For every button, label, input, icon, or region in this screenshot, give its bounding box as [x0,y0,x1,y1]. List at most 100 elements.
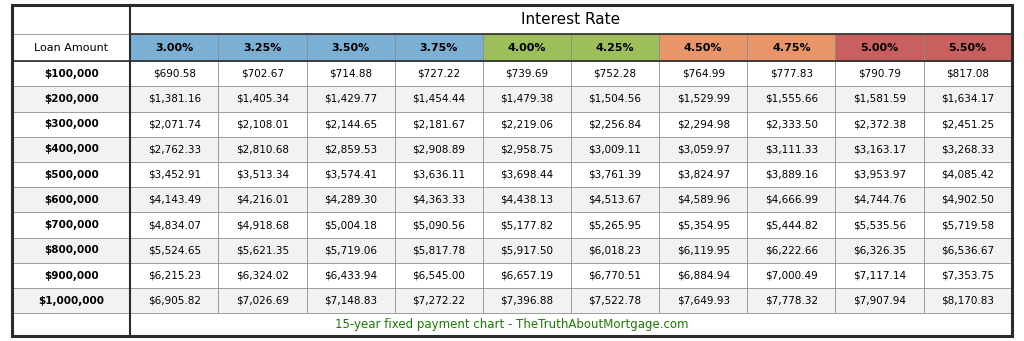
Bar [218,212,306,238]
Bar [836,162,924,187]
Text: $2,810.68: $2,810.68 [236,145,289,154]
Bar [571,162,659,187]
Bar [924,34,1012,61]
Text: $1,529.99: $1,529.99 [677,94,730,104]
Text: $2,144.65: $2,144.65 [324,119,377,129]
Bar [12,313,1012,336]
Bar [306,263,394,288]
Bar [12,137,130,162]
Text: $5,621.35: $5,621.35 [236,245,289,255]
Bar [394,137,483,162]
Bar [483,288,571,313]
Bar [394,86,483,112]
Bar [218,263,306,288]
Text: $2,294.98: $2,294.98 [677,119,730,129]
Bar [218,238,306,263]
Bar [394,112,483,137]
Text: $900,000: $900,000 [44,270,98,281]
Text: $6,215.23: $6,215.23 [147,270,201,281]
Bar [306,238,394,263]
Bar [924,162,1012,187]
Text: $3,009.11: $3,009.11 [589,145,641,154]
Text: $7,907.94: $7,907.94 [853,296,906,306]
Text: $5,524.65: $5,524.65 [147,245,201,255]
Text: $2,181.67: $2,181.67 [413,119,465,129]
Text: $4,918.68: $4,918.68 [236,220,289,230]
Text: $5,535.56: $5,535.56 [853,220,906,230]
Bar [836,238,924,263]
Text: $4,289.30: $4,289.30 [324,195,377,205]
Bar [924,263,1012,288]
Bar [571,212,659,238]
Text: $6,536.67: $6,536.67 [941,245,994,255]
Text: $6,018.23: $6,018.23 [589,245,642,255]
Text: $1,634.17: $1,634.17 [941,94,994,104]
Text: 5.00%: 5.00% [860,43,899,53]
Text: $5,719.58: $5,719.58 [941,220,994,230]
Bar [836,288,924,313]
Text: $702.67: $702.67 [241,69,284,79]
Text: 15-year fixed payment chart - TheTruthAboutMortgage.com: 15-year fixed payment chart - TheTruthAb… [335,318,689,331]
Text: $7,000.49: $7,000.49 [765,270,818,281]
Bar [130,34,218,61]
Text: $1,381.16: $1,381.16 [147,94,201,104]
Bar [924,212,1012,238]
Bar [659,187,748,212]
Bar [483,187,571,212]
Bar [130,187,218,212]
Text: 4.25%: 4.25% [596,43,634,53]
Bar [394,187,483,212]
Text: $6,884.94: $6,884.94 [677,270,730,281]
Text: $200,000: $200,000 [44,94,98,104]
Bar [748,187,836,212]
Text: $5,265.95: $5,265.95 [589,220,642,230]
Text: $3,163.17: $3,163.17 [853,145,906,154]
Text: $7,396.88: $7,396.88 [501,296,553,306]
Bar [924,238,1012,263]
Bar [836,86,924,112]
Bar [924,137,1012,162]
Bar [306,162,394,187]
Bar [130,86,218,112]
Bar [836,112,924,137]
Text: $4,216.01: $4,216.01 [236,195,289,205]
Text: $4,589.96: $4,589.96 [677,195,730,205]
Bar [483,137,571,162]
Bar [394,61,483,86]
Bar [748,137,836,162]
Text: $6,119.95: $6,119.95 [677,245,730,255]
Bar [306,86,394,112]
Bar [924,288,1012,313]
Text: $6,222.66: $6,222.66 [765,245,818,255]
Bar [836,137,924,162]
Bar [130,212,218,238]
Bar [306,212,394,238]
Bar [483,61,571,86]
Bar [659,86,748,112]
Bar [218,112,306,137]
Bar [748,288,836,313]
Text: $400,000: $400,000 [44,145,98,154]
Bar [659,34,748,61]
Text: 3.50%: 3.50% [332,43,370,53]
Bar [130,288,218,313]
Bar [12,162,130,187]
Text: $3,059.97: $3,059.97 [677,145,730,154]
Bar [130,112,218,137]
Text: $2,372.38: $2,372.38 [853,119,906,129]
Text: $4,143.49: $4,143.49 [147,195,201,205]
Bar [924,187,1012,212]
Bar [836,187,924,212]
Bar [571,86,659,112]
Text: $800,000: $800,000 [44,245,98,255]
Bar [571,112,659,137]
Text: 4.50%: 4.50% [684,43,723,53]
Text: $3,698.44: $3,698.44 [501,170,553,180]
Bar [659,61,748,86]
Text: 3.25%: 3.25% [244,43,282,53]
Bar [12,212,130,238]
Bar [130,137,218,162]
Text: $6,905.82: $6,905.82 [147,296,201,306]
Text: $3,953.97: $3,953.97 [853,170,906,180]
Text: $2,908.89: $2,908.89 [413,145,465,154]
